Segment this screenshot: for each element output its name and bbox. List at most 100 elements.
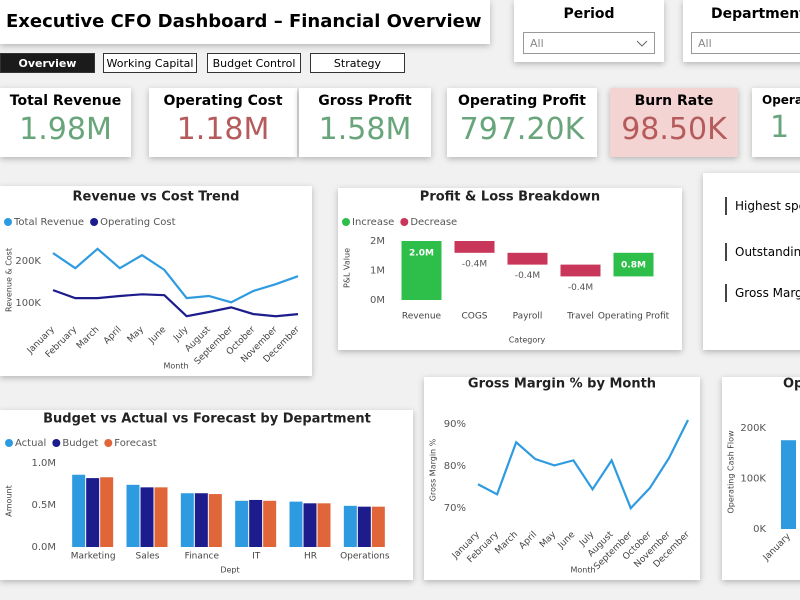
line — [477, 419, 689, 511]
x-tick-label: May — [538, 529, 559, 550]
tab[interactable]: Strategy — [310, 53, 405, 73]
kpi-label: Total Revenue — [9, 93, 122, 109]
x-tick-label: Finance — [185, 552, 220, 562]
tab[interactable]: Overview — [0, 53, 95, 73]
x-tick-label: March — [75, 325, 101, 351]
dropdown-value: All — [698, 37, 712, 50]
bar — [154, 487, 168, 547]
x-tick-label: Revenue — [402, 312, 442, 322]
chart-title: Gross Margin % by Month — [468, 377, 656, 392]
bar — [507, 252, 548, 265]
bar — [317, 503, 331, 547]
x-tick-label: Payroll — [513, 312, 543, 322]
legend-label: Forecast — [114, 438, 156, 449]
y-tick-label: 0.0M — [31, 542, 56, 553]
y-tick-label: 2M — [370, 236, 385, 247]
kpi-label: Operat — [762, 93, 800, 107]
x-tick-label: Operations — [340, 552, 390, 562]
kpi-value: 1 — [770, 110, 790, 145]
bar — [263, 500, 277, 547]
side-item[interactable]: Highest spe — [725, 197, 800, 215]
y-tick-label: 0M — [370, 295, 385, 306]
bar — [72, 474, 86, 547]
dropdown[interactable]: All — [691, 32, 800, 54]
filter-card: Period All — [514, 0, 664, 62]
data-label: -0.4M — [568, 283, 593, 293]
x-axis-title: Category — [509, 336, 546, 345]
bar — [235, 500, 249, 547]
x-tick-label: COGS — [461, 312, 487, 322]
x-tick-label: April — [518, 530, 540, 552]
x-axis-title: Dept — [220, 566, 239, 575]
kpi-value: 797.20K — [459, 112, 585, 147]
tab[interactable]: Budget Control — [207, 53, 301, 73]
y-tick-label: 1.0M — [31, 458, 56, 469]
x-tick-label: May — [126, 324, 147, 345]
chart-title: Budget vs Actual vs Forecast by Departme… — [43, 412, 371, 427]
chart-card — [424, 377, 700, 580]
kpi-card: Operating Profit 797.20K — [447, 88, 597, 157]
y-tick-label: 200K — [740, 423, 766, 434]
bar — [140, 487, 154, 547]
bar — [126, 484, 140, 547]
bar — [371, 506, 385, 547]
x-tick-label: June — [147, 324, 169, 346]
data-label: -0.4M — [515, 271, 540, 281]
kpi-card: Gross Profit 1.58M — [299, 88, 431, 157]
x-tick-label: Travel — [566, 312, 594, 322]
bar — [781, 440, 796, 529]
x-tick-label: IT — [252, 552, 261, 562]
bar — [249, 499, 263, 547]
filter-label: Department — [711, 6, 800, 22]
bar — [86, 478, 100, 547]
y-tick-label: 80% — [444, 461, 466, 472]
legend-label: Total Revenue — [13, 217, 84, 228]
x-axis-title: Month — [570, 566, 595, 575]
kpi-card: Operating Cost 1.18M — [149, 88, 297, 157]
x-tick-label: January — [761, 531, 793, 563]
dashboard-title: Executive CFO Dashboard – Financial Over… — [6, 11, 482, 32]
kpi-card: Operat 1 — [752, 88, 800, 157]
legend-label: Decrease — [410, 217, 457, 228]
side-item[interactable]: Outstanding — [725, 243, 800, 261]
filter-card: Department All — [683, 0, 800, 62]
legend-marker — [342, 218, 350, 226]
kpi-value: 98.50K — [621, 112, 727, 147]
kpi-value: 1.18M — [176, 112, 270, 147]
chevron — [636, 40, 648, 47]
y-axis-title: Revenue & Cost — [5, 248, 14, 312]
line — [52, 247, 299, 304]
legend-label: Actual — [15, 438, 46, 449]
y-tick-label: 0.5M — [31, 500, 56, 511]
y-tick-label: 100K — [15, 298, 41, 309]
dropdown[interactable]: All — [523, 32, 655, 54]
chart-title: Profit & Loss Breakdown — [420, 190, 600, 205]
y-axis-title: Amount — [5, 485, 14, 516]
legend-label: Operating Cost — [100, 217, 175, 228]
x-tick-label: Sales — [136, 552, 160, 562]
dropdown-value: All — [530, 37, 544, 50]
line — [52, 289, 299, 318]
bar — [303, 503, 317, 547]
kpi-label: Operating Cost — [163, 93, 283, 109]
data-label: -0.4M — [462, 259, 487, 269]
side-item[interactable]: Gross Margi — [725, 284, 800, 302]
kpi-value: 1.58M — [318, 112, 412, 147]
kpi-label: Gross Profit — [318, 93, 412, 109]
title-card: Executive CFO Dashboard – Financial Over… — [0, 0, 490, 44]
y-tick-label: 200K — [15, 256, 41, 267]
legend-marker — [90, 218, 99, 226]
tab[interactable]: Working Capital — [103, 53, 197, 73]
y-tick-label: 100K — [740, 474, 766, 485]
chart-title: Revenue vs Cost Trend — [73, 190, 240, 205]
kpi-card: Burn Rate 98.50K — [610, 88, 738, 157]
filter-label: Period — [563, 6, 615, 22]
x-tick-label: HR — [304, 552, 317, 562]
bar — [560, 264, 601, 277]
bar — [343, 505, 357, 547]
bar — [208, 494, 222, 547]
bar — [454, 241, 495, 253]
chart-card — [0, 186, 312, 376]
